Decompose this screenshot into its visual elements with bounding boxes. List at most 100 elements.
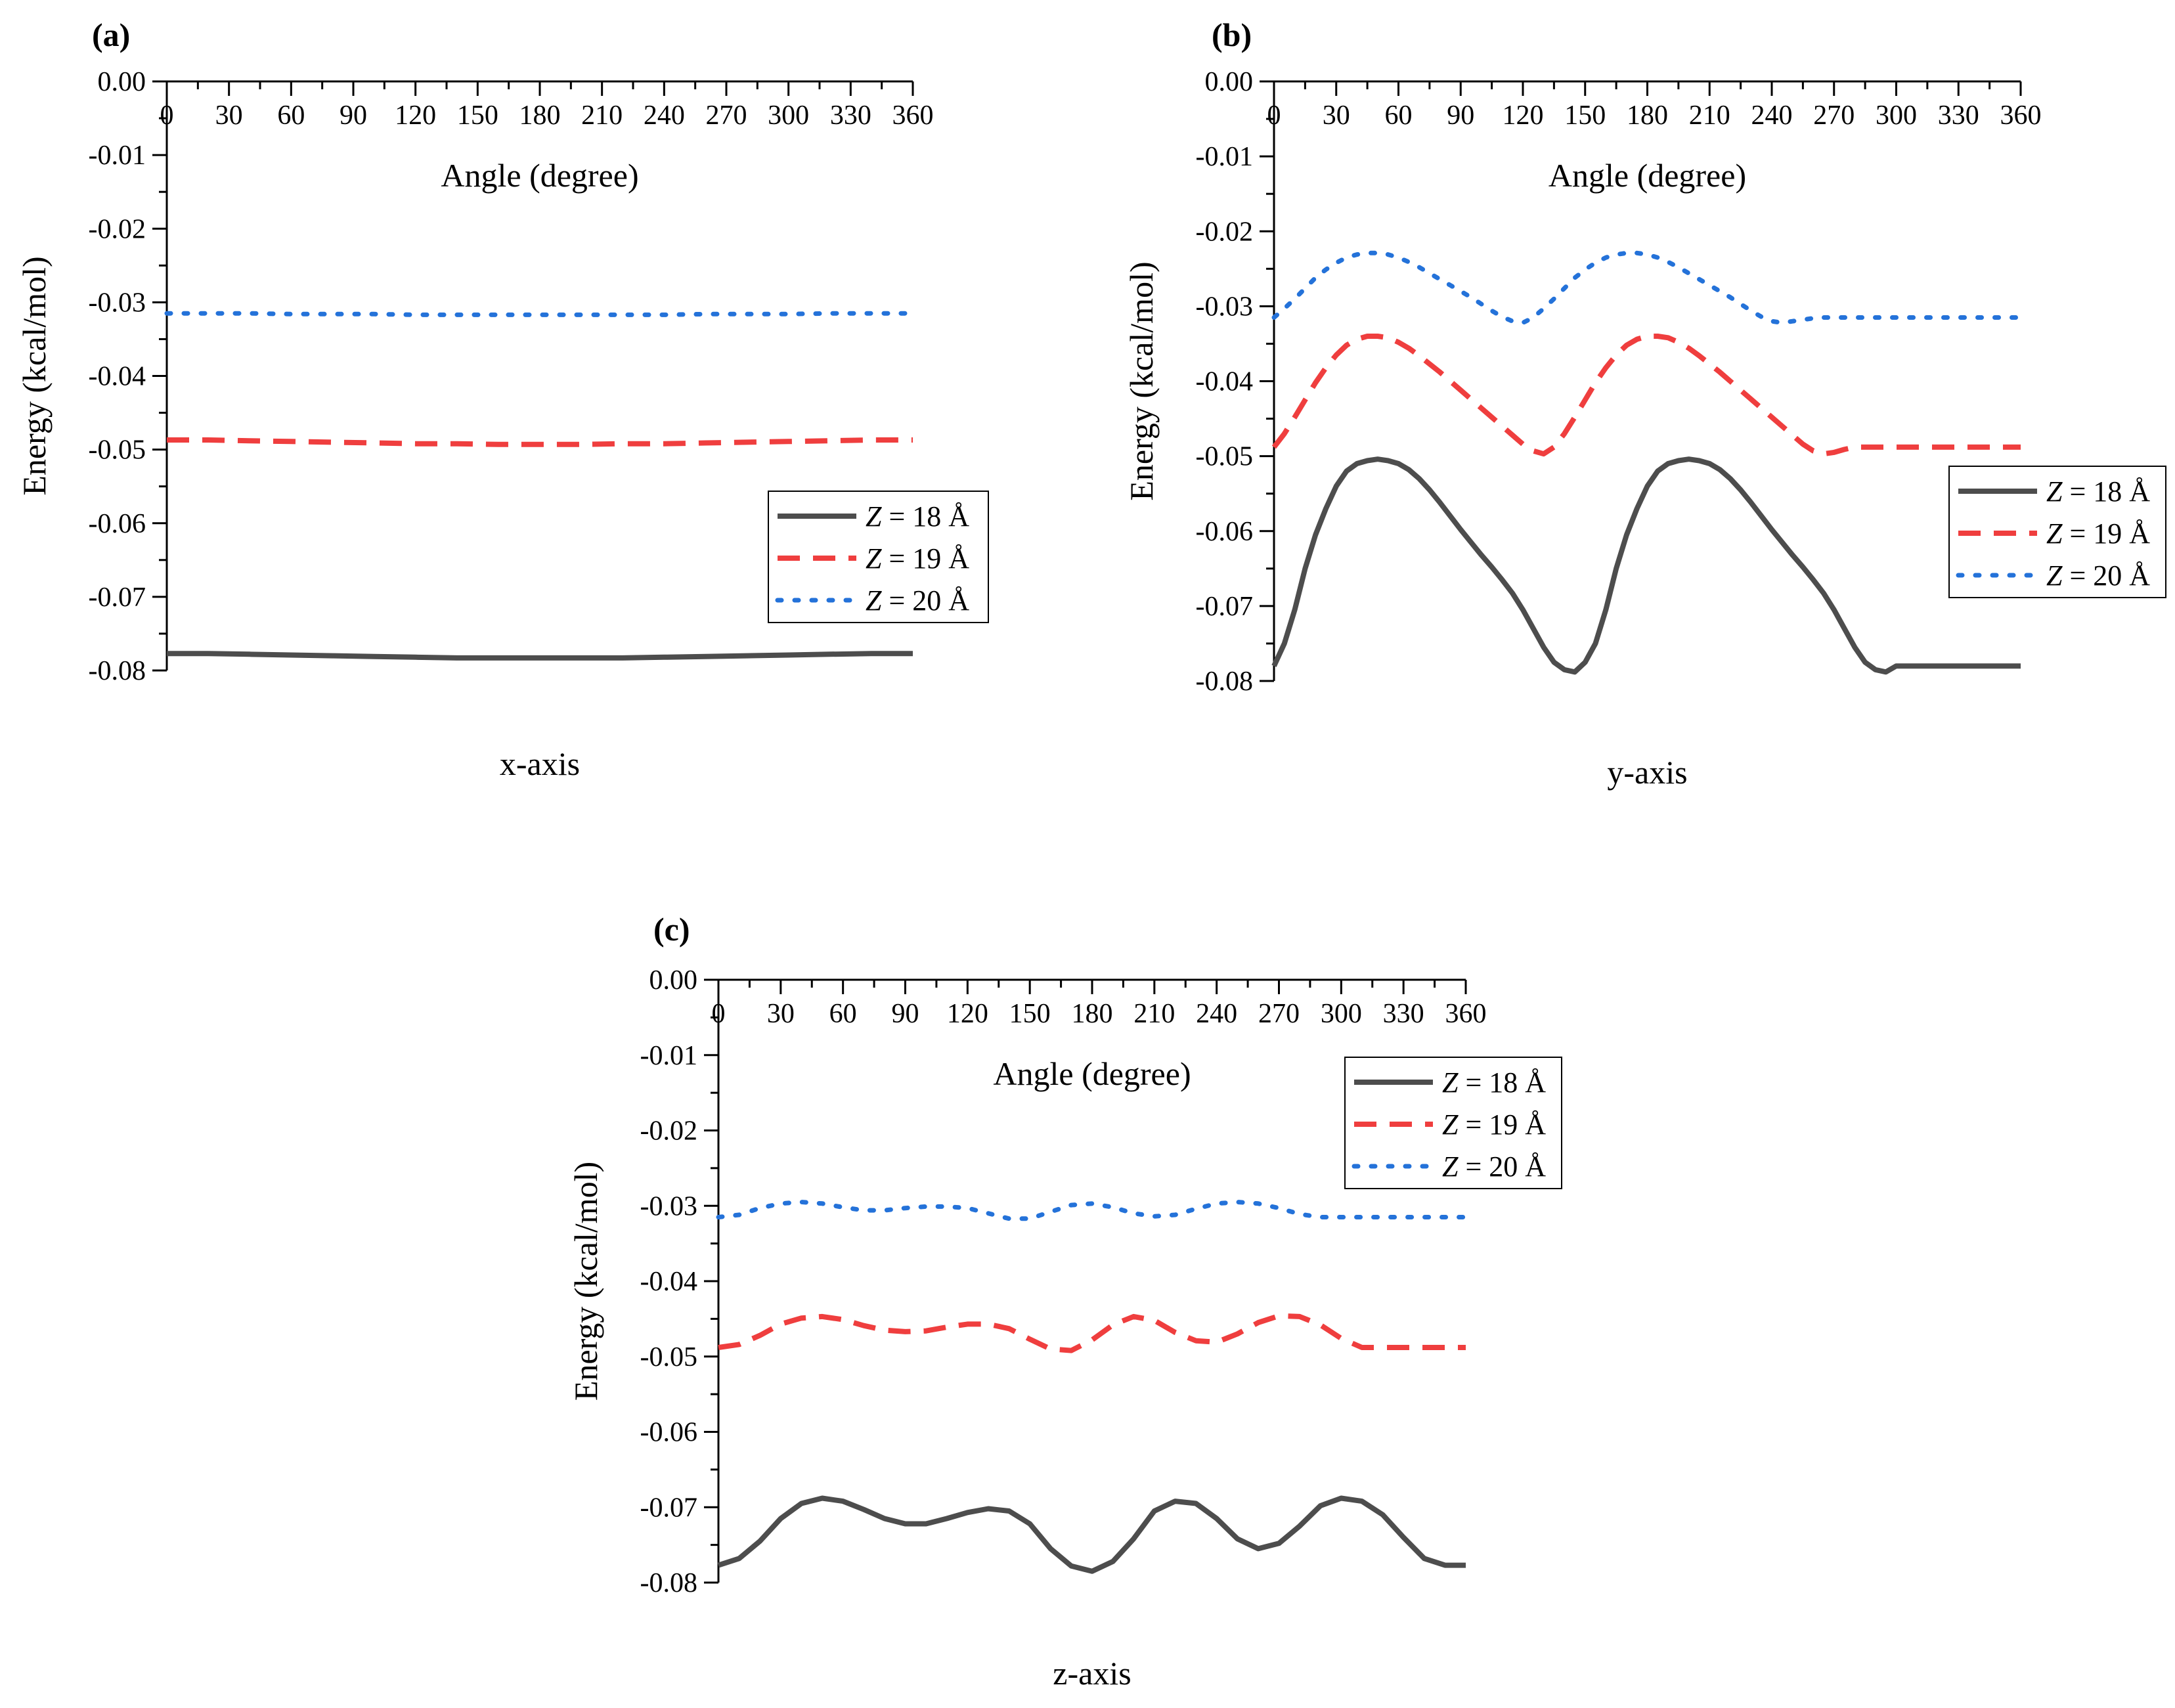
- y-tick-label: -0.04: [89, 362, 146, 392]
- panel-label: (b): [1212, 16, 1252, 53]
- y-tick-label: -0.05: [1196, 442, 1254, 472]
- y-tick-label: -0.07: [89, 582, 146, 613]
- panel-b: (b) Angle (degree) Energy (kcal/mol) y-a…: [1123, 16, 2166, 791]
- x-tick-label: 0: [160, 100, 174, 131]
- x-tick-label: 90: [340, 100, 367, 131]
- y-tick-label: -0.05: [640, 1342, 698, 1372]
- y-tick-label: -0.04: [1196, 367, 1254, 397]
- x-tick-label: 330: [1383, 999, 1424, 1029]
- x-tick-label: 180: [1072, 999, 1113, 1029]
- x-tick-label: 300: [1876, 100, 1917, 131]
- series-line-1: [1271, 456, 2021, 675]
- legend-label-1: Z = 18 Å: [2046, 475, 2150, 508]
- x-tick-label: 270: [1258, 999, 1300, 1029]
- x-tick-label: 120: [395, 100, 436, 131]
- panel-a: (a) Angle (degree) Energy (kcal/mol) x-a…: [16, 16, 989, 782]
- series-line-2: [1271, 334, 2021, 457]
- legend-label-3: Z = 20 Å: [1442, 1150, 1546, 1183]
- series-line-3: [716, 1200, 1468, 1221]
- series-line-1: [167, 651, 913, 661]
- panel-caption: z-axis: [1053, 1655, 1131, 1692]
- x-axis-title: Angle (degree): [1549, 157, 1746, 194]
- plot-area: [1271, 250, 2023, 675]
- panel-caption: y-axis: [1607, 754, 1687, 791]
- legend: Z = 18 Å Z = 19 Å Z = 20 Å: [768, 491, 989, 623]
- legend-label-2: Z = 19 Å: [2046, 517, 2150, 550]
- y-tick-label: -0.02: [89, 214, 146, 244]
- legend-box: [768, 491, 989, 623]
- x-tick-label: 360: [892, 100, 934, 131]
- ticks: 0 30 60 90 120 150 180 210 240 270 300 330 360 0.00 -0…: [1196, 67, 2042, 697]
- panel-c: (c) Angle (degree) Energy (kcal/mol) z-a…: [567, 911, 1562, 1692]
- x-tick-label: 120: [947, 999, 988, 1029]
- y-tick-label: -0.06: [640, 1418, 698, 1448]
- x-tick-label: 180: [519, 100, 561, 131]
- y-tick-label: -0.03: [1196, 292, 1254, 322]
- x-tick-label: 30: [767, 999, 795, 1029]
- y-tick-label: -0.08: [640, 1568, 698, 1598]
- legend: Z = 18 Å Z = 19 Å Z = 20 Å: [1948, 466, 2166, 598]
- y-tick-label: -0.08: [1196, 667, 1254, 697]
- y-tick-label: -0.02: [640, 1116, 698, 1147]
- legend-label-1: Z = 18 Å: [866, 500, 969, 533]
- panel-caption: x-axis: [500, 745, 580, 782]
- y-tick-label: 0.00: [649, 965, 698, 996]
- x-tick-label: 270: [1813, 100, 1855, 131]
- series-line-2: [718, 1313, 1466, 1353]
- x-tick-label: 30: [215, 100, 243, 131]
- y-tick-label: -0.02: [1196, 217, 1254, 247]
- y-tick-label: -0.08: [89, 656, 146, 686]
- y-tick-label: -0.07: [640, 1493, 698, 1523]
- x-tick-label: 240: [1751, 100, 1793, 131]
- x-tick-label: 90: [892, 999, 919, 1029]
- x-tick-label: 60: [829, 999, 857, 1029]
- x-tick-label: 360: [2000, 100, 2042, 131]
- y-tick-label: -0.03: [89, 288, 146, 318]
- x-tick-label: 150: [457, 100, 498, 131]
- legend-box: [1948, 466, 2166, 598]
- x-tick-label: 90: [1447, 100, 1474, 131]
- x-tick-label: 0: [1267, 100, 1281, 131]
- y-axis-title: Energy (kcal/mol): [1123, 261, 1160, 500]
- y-tick-label: -0.05: [89, 435, 146, 466]
- legend-box: [1344, 1057, 1562, 1189]
- x-tick-label: 150: [1564, 100, 1606, 131]
- x-tick-label: 60: [277, 100, 305, 131]
- y-axis-title: Energy (kcal/mol): [16, 256, 53, 495]
- x-tick-label: 300: [768, 100, 809, 131]
- plot-area: [164, 311, 915, 661]
- legend-label-3: Z = 20 Å: [866, 584, 969, 617]
- y-tick-label: -0.07: [1196, 592, 1254, 622]
- y-axis-title: Energy (kcal/mol): [567, 1162, 604, 1401]
- legend: Z = 18 Å Z = 19 Å Z = 20 Å: [1344, 1057, 1562, 1189]
- x-tick-label: 240: [1196, 999, 1237, 1029]
- legend-label-1: Z = 18 Å: [1442, 1066, 1546, 1099]
- x-tick-label: 60: [1385, 100, 1413, 131]
- series-line-1: [717, 1495, 1466, 1574]
- y-tick-label: -0.06: [89, 509, 146, 539]
- x-tick-label: 210: [1133, 999, 1175, 1029]
- y-tick-label: -0.06: [1196, 517, 1254, 547]
- x-tick-label: 120: [1503, 100, 1544, 131]
- ticks: 0 30 60 90 120 150 180 210 240 270 300 330 360 0.00 -0…: [640, 965, 1487, 1598]
- series-line-2: [167, 437, 913, 447]
- series-line-3: [1271, 250, 2023, 325]
- panel-label: (c): [653, 911, 690, 948]
- panel-label: (a): [92, 16, 130, 53]
- ticks: 0 30 60 90 120 150 180 210 240 270 300 330 360 0.00 -0…: [89, 67, 934, 686]
- y-tick-label: 0.00: [1205, 67, 1254, 97]
- y-tick-label: 0.00: [98, 67, 146, 97]
- y-tick-label: -0.01: [640, 1041, 698, 1071]
- y-tick-label: -0.01: [1196, 142, 1254, 172]
- legend-label-3: Z = 20 Å: [2046, 559, 2150, 592]
- x-tick-label: 210: [1689, 100, 1730, 131]
- legend-label-2: Z = 19 Å: [1442, 1108, 1546, 1141]
- x-tick-label: 0: [712, 999, 726, 1029]
- x-tick-label: 330: [830, 100, 871, 131]
- x-tick-label: 270: [706, 100, 747, 131]
- x-axis-title: Angle (degree): [441, 157, 638, 194]
- x-tick-label: 180: [1627, 100, 1668, 131]
- y-tick-label: -0.04: [640, 1267, 698, 1297]
- x-tick-label: 330: [1938, 100, 1979, 131]
